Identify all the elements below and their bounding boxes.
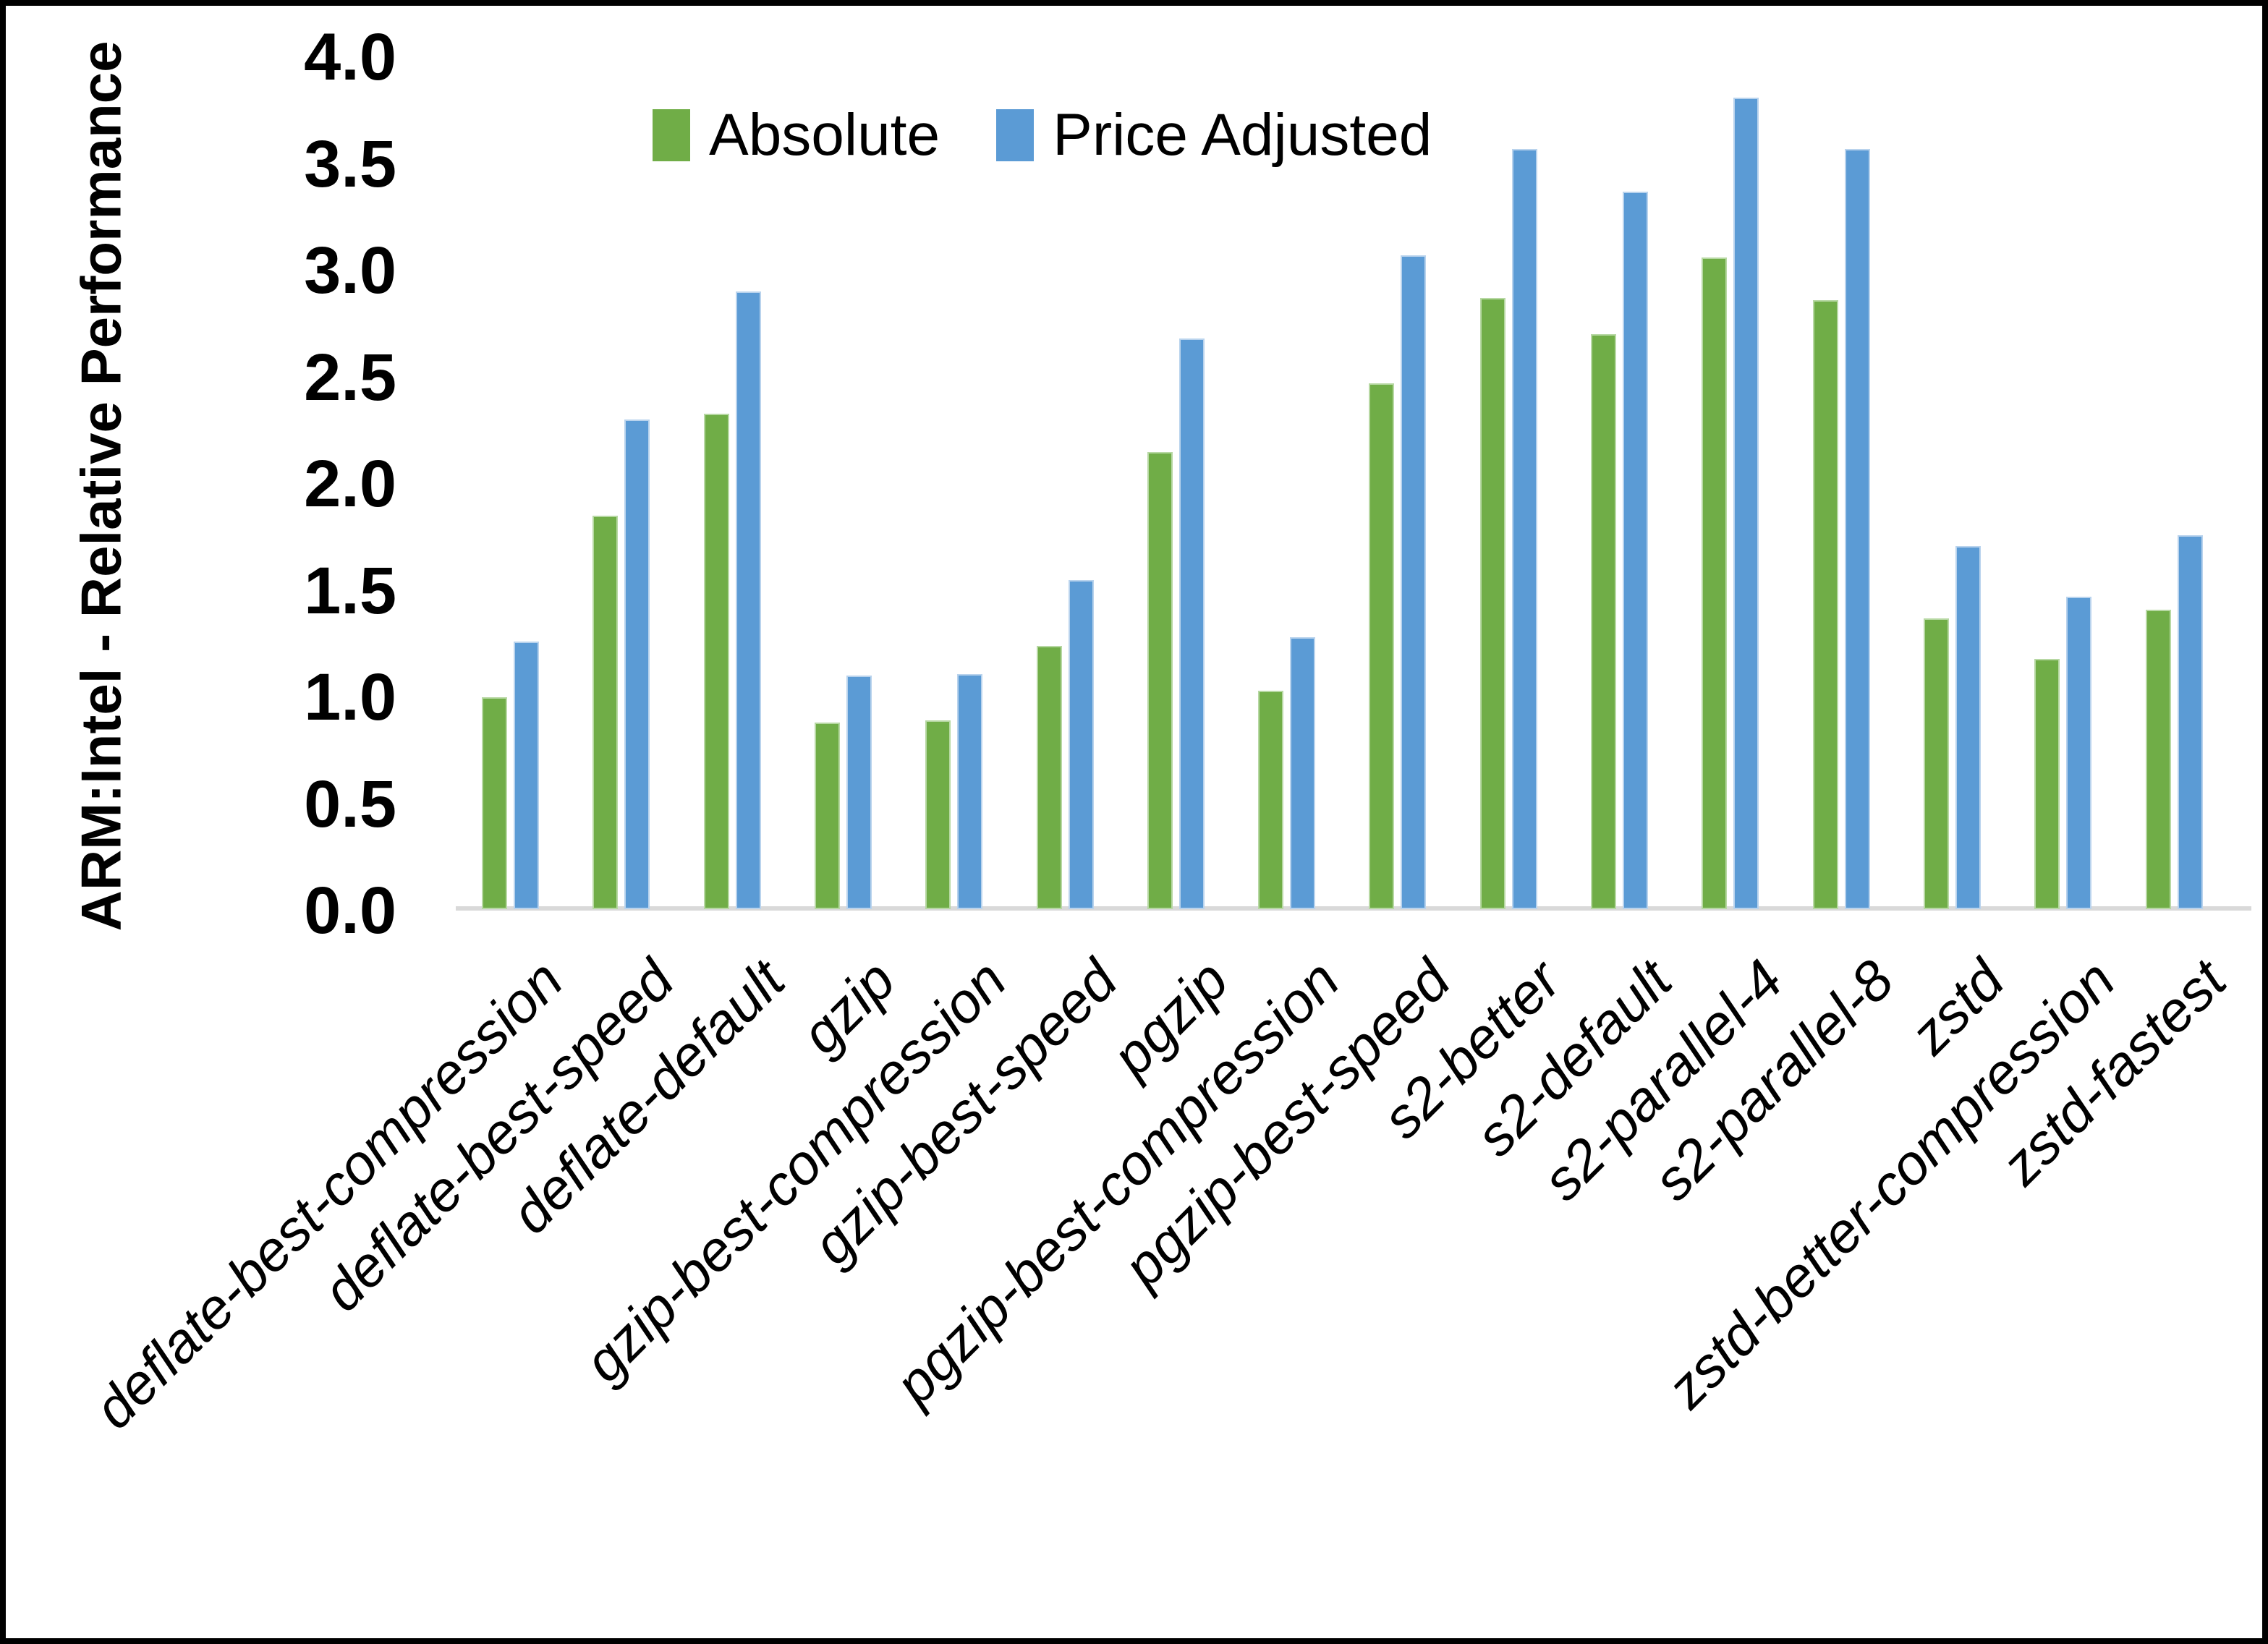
y-tick-label-1.5: 1.5 [304,553,396,628]
y-tick-label-0.5: 0.5 [304,767,396,841]
bar-price-adjusted-s2-parallel-4 [1733,98,1759,909]
bar-price-adjusted-s2-parallel-8 [1845,149,1870,909]
bar-absolute-s2-default [1591,334,1616,909]
x-axis-line [456,906,2251,911]
legend-label-absolute: Absolute [709,102,940,168]
y-axis-title: ARM:Intel - Relative Performance [69,41,133,932]
bar-price-adjusted-gzip-best-compression [957,674,982,909]
bar-price-adjusted-deflate-default [736,291,761,909]
bar-price-adjusted-zstd-better-compression [2066,597,2091,909]
y-tick-label-2.0: 2.0 [304,447,396,521]
bar-absolute-gzip [815,723,840,909]
x-category-label-deflate-best-compression: deflate-best-compression [81,947,575,1441]
bar-price-adjusted-zstd-fastest [2178,535,2203,909]
bar-absolute-pgzip-best-speed [1369,383,1394,909]
bar-absolute-deflate-best-speed [593,516,618,909]
bar-price-adjusted-pgzip-best-speed [1401,255,1426,909]
y-tick-label-1.0: 1.0 [304,660,396,734]
bar-absolute-s2-parallel-8 [1813,300,1838,909]
legend-label-price-adjusted: Price Adjusted [1053,102,1432,168]
bar-price-adjusted-gzip-best-speed [1069,580,1094,909]
legend: Absolute Price Adjusted [653,106,1432,165]
bar-absolute-deflate-default [704,414,729,909]
bar-price-adjusted-pgzip [1179,338,1205,909]
legend-swatch-price-adjusted [996,109,1035,161]
bar-price-adjusted-gzip [846,676,872,909]
bar-absolute-pgzip [1147,452,1173,909]
bar-absolute-zstd [1924,618,1949,909]
bar-absolute-zstd-fastest [2146,610,2171,909]
bar-price-adjusted-zstd [1955,546,1981,909]
bar-absolute-s2-parallel-4 [1702,257,1727,909]
y-tick-label-0.0: 0.0 [304,874,396,947]
y-tick-label-2.5: 2.5 [304,340,396,414]
bar-absolute-deflate-best-compression [482,697,507,909]
bar-price-adjusted-s2-better [1512,149,1537,909]
bar-absolute-gzip-best-compression [925,720,951,909]
bar-absolute-pgzip-best-compression [1258,691,1283,909]
bar-absolute-s2-better [1480,298,1505,909]
bar-price-adjusted-deflate-best-speed [624,419,650,909]
bar-price-adjusted-s2-default [1623,192,1648,909]
bar-price-adjusted-deflate-best-compression [514,642,539,909]
legend-swatch-absolute [653,109,690,161]
bar-price-adjusted-pgzip-best-compression [1290,637,1315,909]
bar-absolute-gzip-best-speed [1037,646,1062,909]
y-tick-label-4.0: 4.0 [304,20,396,94]
bar-absolute-zstd-better-compression [2034,659,2060,909]
y-tick-label-3.0: 3.0 [304,234,396,307]
y-tick-label-3.5: 3.5 [304,127,396,201]
legend-item-price-adjusted: Price Adjusted [996,106,1432,165]
legend-item-absolute: Absolute [653,106,940,165]
